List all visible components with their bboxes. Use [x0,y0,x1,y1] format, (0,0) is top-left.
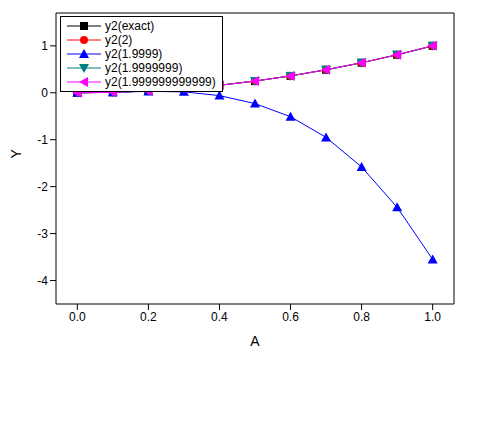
svg-text:Y: Y [8,149,24,159]
svg-text:1.0: 1.0 [424,310,441,324]
svg-text:-2: -2 [37,180,48,194]
html-text:y2(1.9999): y2(1.9999) [105,47,163,61]
svg-text:0.8: 0.8 [353,310,370,324]
svg-text:0.4: 0.4 [211,310,228,324]
svg-text:A: A [250,333,260,349]
html-text:y2(1.999999999999): y2(1.999999999999) [105,75,216,89]
html-text:y2(2): y2(2) [105,33,133,47]
svg-text:-4: -4 [37,274,48,288]
html-text:y2(exact): y2(exact) [105,19,155,33]
svg-text:0.6: 0.6 [282,310,299,324]
svg-text:0.0: 0.0 [69,310,86,324]
svg-text:1: 1 [41,39,48,53]
svg-text:-1: -1 [37,133,48,147]
svg-text:0.2: 0.2 [140,310,157,324]
html-text:y2(1.9999999): y2(1.9999999) [105,61,183,75]
svg-text:-3: -3 [37,227,48,241]
svg-text:0: 0 [41,86,48,100]
